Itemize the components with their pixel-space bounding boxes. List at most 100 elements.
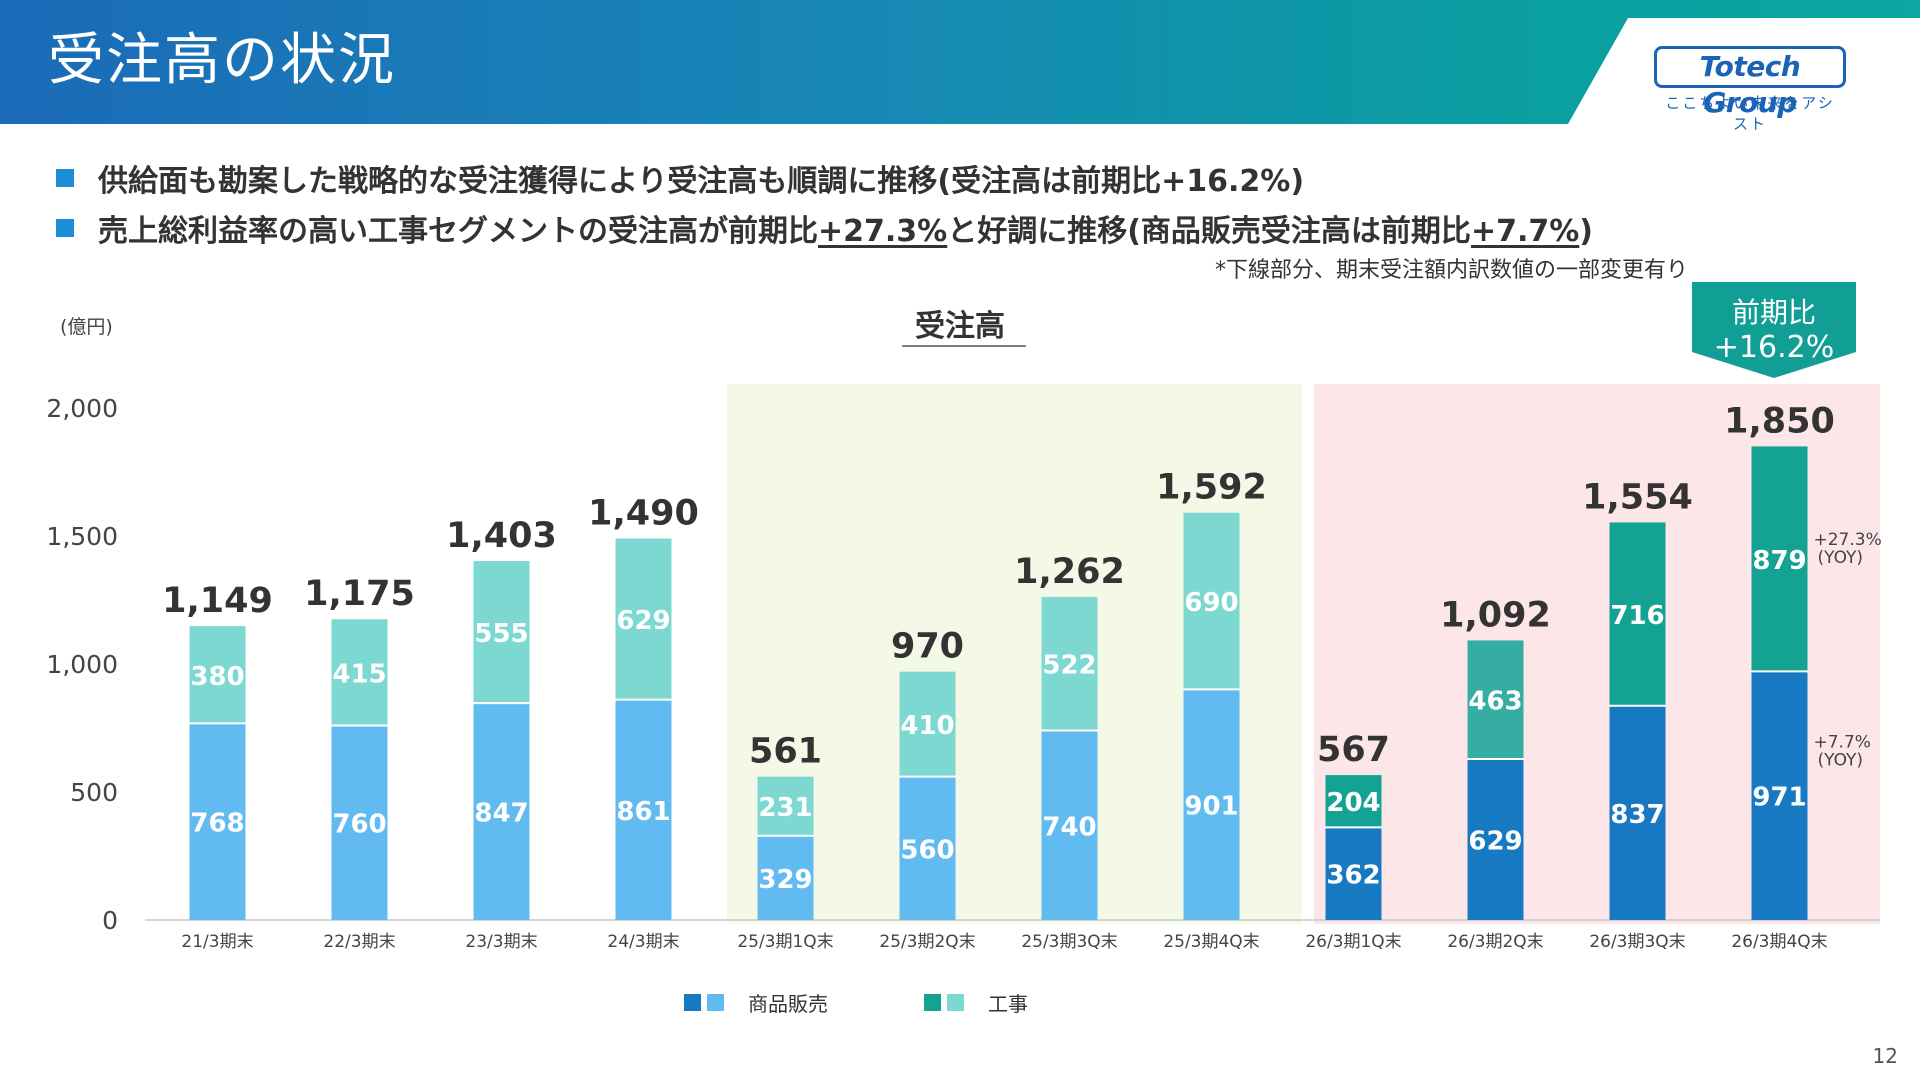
data-label-sales: 837 xyxy=(1610,800,1664,830)
data-label-sales: 740 xyxy=(1042,812,1096,842)
bar-construction-9 xyxy=(1325,775,1382,828)
bullet-segment: 売上総利益率の高い工事セグメントの受注高が前期比 xyxy=(98,214,818,249)
x-tick-label: 26/3期4Q末 xyxy=(1731,932,1827,952)
data-label-construction: 879 xyxy=(1752,546,1806,576)
x-tick-label: 25/3期4Q末 xyxy=(1163,932,1259,952)
data-label-sales: 901 xyxy=(1184,792,1238,822)
chart-title: 受注高 xyxy=(915,309,1005,344)
data-label-construction: 690 xyxy=(1184,588,1238,618)
bar-construction-11 xyxy=(1609,522,1666,706)
company-logo: Totech Group xyxy=(1654,46,1846,119)
bullet-item: 売上総利益率の高い工事セグメントの受注高が前期比+27.3%と好調に推移(商品販… xyxy=(56,206,1593,250)
bar-sales-6 xyxy=(899,776,956,920)
data-label-sales: 760 xyxy=(332,810,386,840)
data-label-construction: 463 xyxy=(1468,687,1522,717)
data-label-construction: 231 xyxy=(758,793,812,823)
bar-construction-1 xyxy=(189,626,246,724)
bar-sales-1 xyxy=(189,723,246,920)
bar-construction-5 xyxy=(757,776,814,836)
data-label-construction: 380 xyxy=(190,662,244,692)
footnote: *下線部分、期末受注額内訳数値の一部変更有り xyxy=(1214,258,1688,283)
bullet-segment: 供給面も勘案した戦略的な受注獲得により受注高も順調に推移(受注高は前期比+16.… xyxy=(98,164,1305,199)
data-label-total: 567 xyxy=(1317,730,1390,770)
bullet-segment: ) xyxy=(1579,214,1593,249)
legend-swatch-sales-dark xyxy=(684,994,701,1011)
x-tick-label: 24/3期末 xyxy=(607,932,679,952)
x-tick-label: 22/3期末 xyxy=(323,932,395,952)
data-label-sales: 847 xyxy=(474,799,528,829)
data-label-sales: 560 xyxy=(900,835,954,865)
data-label-sales: 362 xyxy=(1326,861,1380,891)
data-label-sales: 971 xyxy=(1752,783,1806,813)
legend: 商品販売 工事 xyxy=(684,988,1124,1017)
orders-chart: 0 500 1,000 1,500 2,000 (億円) 受注高 768 380 1,149 21/… xyxy=(46,282,1882,952)
x-tick-label: 25/3期1Q末 xyxy=(737,932,833,952)
page-title: 受注高の状況 xyxy=(48,28,396,93)
bar-sales-12 xyxy=(1751,671,1808,920)
data-label-construction: 522 xyxy=(1042,651,1096,681)
data-label-total: 1,403 xyxy=(446,516,557,556)
header-bar: 受注高の状況 xyxy=(0,0,1920,124)
bullet-segment: +27.3% xyxy=(818,214,948,249)
callout-line1: 前期比 xyxy=(1732,296,1816,329)
bar-sales-9 xyxy=(1325,827,1382,920)
bullet-square-icon xyxy=(56,219,74,237)
data-label-sales: 329 xyxy=(758,865,812,895)
bullet-item: 供給面も勘案した戦略的な受注獲得により受注高も順調に推移(受注高は前期比+16.… xyxy=(56,158,1305,199)
x-tick-label: 25/3期2Q末 xyxy=(879,932,975,952)
page-number: 12 xyxy=(1872,1044,1898,1068)
legend-item-sales: 商品販売 xyxy=(684,988,828,1017)
y-tick-label: 2,000 xyxy=(46,394,118,423)
x-tick-label: 25/3期3Q末 xyxy=(1021,932,1117,952)
data-label-sales: 629 xyxy=(1468,826,1522,856)
logo-panel xyxy=(1568,18,1920,124)
bar-sales-3 xyxy=(473,703,530,920)
data-label-total: 1,092 xyxy=(1440,595,1551,635)
data-label-construction: 415 xyxy=(332,659,386,689)
bar-construction-12 xyxy=(1751,446,1808,672)
x-tick-label: 26/3期2Q末 xyxy=(1447,932,1543,952)
data-label-total: 970 xyxy=(891,627,964,667)
y-tick-label: 0 xyxy=(102,906,118,935)
company-tagline: ここちよい未来をアシスト xyxy=(1665,94,1835,133)
x-tick-label: 26/3期1Q末 xyxy=(1305,932,1401,952)
bar-sales-8 xyxy=(1183,689,1240,920)
x-tick-label: 26/3期3Q末 xyxy=(1589,932,1685,952)
bar-sales-5 xyxy=(757,835,814,920)
bullet-square-icon xyxy=(56,169,74,187)
yoy-annotation: +27.3% xyxy=(1814,530,1882,550)
data-label-construction: 555 xyxy=(474,619,528,649)
callout-box xyxy=(1692,282,1856,378)
bar-sales-10 xyxy=(1467,758,1524,920)
y-tick-label: 500 xyxy=(70,778,118,807)
data-label-total: 1,554 xyxy=(1582,477,1693,517)
legend-label-sales: 商品販売 xyxy=(748,992,828,1016)
bar-sales-4 xyxy=(615,699,672,920)
bar-construction-2 xyxy=(331,619,388,726)
legend-swatch-construction-dark xyxy=(924,994,941,1011)
bar-construction-4 xyxy=(615,538,672,700)
data-label-construction: 204 xyxy=(1326,788,1380,818)
data-label-total: 1,592 xyxy=(1156,468,1267,508)
bar-construction-8 xyxy=(1183,512,1240,690)
data-label-total: 1,175 xyxy=(304,574,415,614)
y-tick-label: 1,500 xyxy=(46,522,118,551)
data-label-construction: 410 xyxy=(900,711,954,741)
legend-label-construction: 工事 xyxy=(988,992,1028,1016)
data-label-construction: 716 xyxy=(1610,601,1664,631)
y-unit-label: (億円) xyxy=(60,316,113,338)
data-label-total: 1,149 xyxy=(162,581,273,621)
legend-swatch-construction-light xyxy=(947,994,964,1011)
callout-line2: +16.2% xyxy=(1714,330,1834,365)
bar-construction-10 xyxy=(1467,640,1524,759)
yoy-annotation: +7.7% xyxy=(1814,733,1871,753)
bar-construction-3 xyxy=(473,561,530,704)
y-tick-label: 1,000 xyxy=(46,650,118,679)
yoy-annotation-sub: (YOY) xyxy=(1818,548,1864,568)
bullet-text: 売上総利益率の高い工事セグメントの受注高が前期比+27.3%と好調に推移(商品販… xyxy=(98,206,1593,250)
data-label-sales: 768 xyxy=(190,809,244,839)
legend-swatch-sales-light xyxy=(707,994,724,1011)
data-label-total: 561 xyxy=(749,732,822,772)
bar-sales-11 xyxy=(1609,705,1666,920)
data-label-total: 1,850 xyxy=(1724,401,1835,441)
